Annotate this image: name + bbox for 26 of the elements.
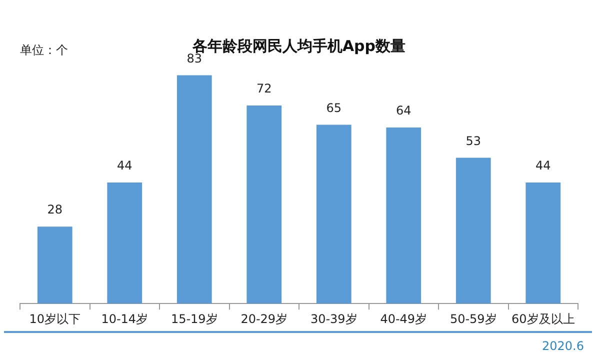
- text: 2020.6: [542, 339, 584, 353]
- chart-title: 各年龄段网民人均手机App数量: [191, 36, 406, 55]
- bar: [246, 106, 282, 304]
- bar: [526, 182, 561, 304]
- bar: [176, 75, 212, 304]
- x-tick-label: 30-39岁: [310, 312, 358, 326]
- data-label: 28: [47, 202, 63, 217]
- x-tick-label: 60岁及以上: [511, 312, 575, 326]
- data-label: 44: [116, 158, 132, 173]
- bar: [37, 226, 72, 304]
- chart-subtitle: 单位：个: [20, 43, 68, 57]
- bar: [456, 158, 491, 304]
- x-tick-label: 20-29岁: [240, 312, 288, 326]
- data-label: 44: [535, 158, 551, 173]
- data-label: 64: [396, 104, 412, 118]
- bar: [316, 124, 352, 304]
- x-tick-label: 10岁以下: [29, 312, 81, 326]
- x-tick-label: 15-19岁: [170, 312, 218, 326]
- bar: [386, 128, 422, 304]
- data-label: 72: [256, 82, 272, 96]
- bar: [107, 182, 142, 304]
- x-tick-label: 10-14岁: [101, 312, 148, 326]
- x-tick-label: 50-59岁: [450, 312, 497, 326]
- x-tick-label: 40-49岁: [380, 312, 428, 326]
- data-label: 53: [466, 134, 482, 148]
- data-label: 65: [326, 100, 342, 115]
